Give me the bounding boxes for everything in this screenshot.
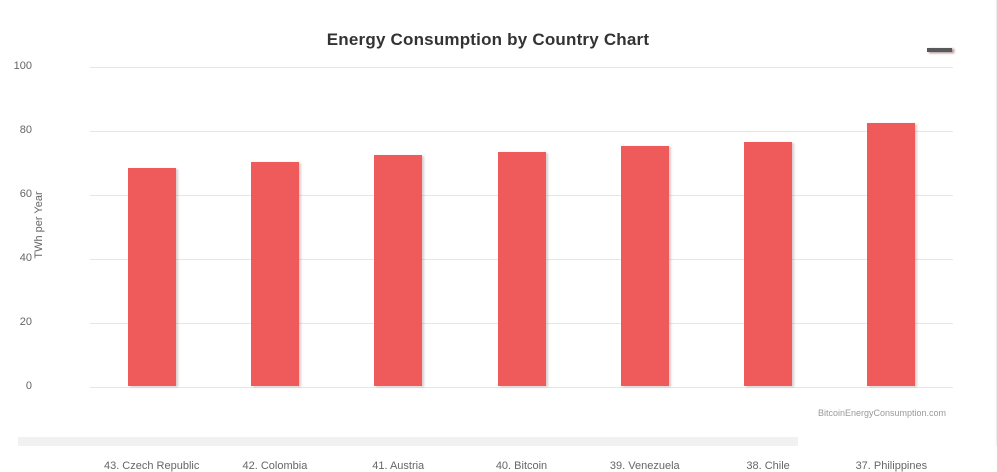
x-axis-category-label: 37. Philippines	[855, 460, 928, 472]
gridline	[90, 130, 953, 132]
bottom-edge-band	[18, 437, 798, 446]
bar-czech-republic[interactable]	[127, 168, 176, 386]
y-axis-tick-label: 40	[19, 252, 32, 264]
chart-title: Energy Consumption by Country Chart	[326, 30, 650, 49]
x-axis-category-label: 41. Austria	[372, 460, 425, 472]
gridline	[90, 386, 953, 388]
x-axis-category-label: 43. Czech Republic	[103, 460, 200, 472]
y-axis-tick-label: 100	[13, 60, 32, 72]
bar-venezuela[interactable]	[620, 146, 669, 386]
y-axis-tick-label: 20	[19, 316, 32, 328]
plot-area: 0 20 40 60 80 100 43. Czech Republic 42. Colomb…	[14, 60, 953, 472]
y-axis-tick-label: 60	[19, 188, 32, 200]
y-axis-title: TWh per Year	[33, 191, 45, 259]
gridline	[90, 66, 953, 68]
y-axis-tick-label: 80	[19, 124, 32, 136]
x-axis-category-label: 39. Venezuela	[609, 460, 680, 472]
bar-chile[interactable]	[744, 142, 793, 386]
bar-austria[interactable]	[374, 154, 423, 386]
bar-colombia[interactable]	[250, 162, 299, 386]
x-axis-category-label: 40. Bitcoin	[495, 460, 548, 472]
bar-philippines[interactable]	[867, 123, 916, 386]
credits-link[interactable]: BitcoinEnergyConsumption.com	[817, 408, 946, 418]
y-axis-tick-label: 0	[25, 380, 32, 392]
x-axis-category-label: 42. Colombia	[242, 460, 308, 472]
bar-bitcoin[interactable]	[497, 152, 546, 386]
chart-container: Energy Consumption by Country Chart TWh …	[13, 0, 997, 472]
hamburger-menu-icon	[927, 48, 952, 52]
context-menu-button[interactable]	[927, 35, 952, 53]
x-axis-category-label: 38. Chile	[746, 460, 790, 472]
